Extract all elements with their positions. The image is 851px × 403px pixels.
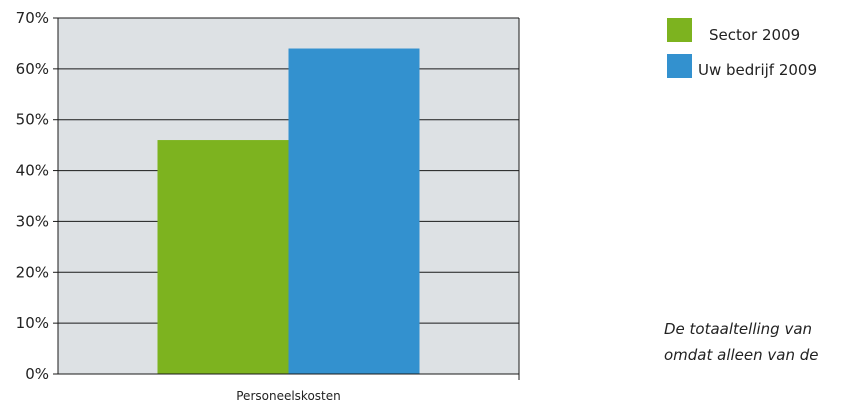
bar-sector-2009: [157, 140, 289, 374]
y-tick-label: 20%: [16, 263, 49, 281]
y-tick-label: 30%: [16, 212, 49, 230]
legend-swatch-uw-bedrijf: [667, 54, 692, 78]
y-tick-label: 60%: [16, 60, 49, 78]
legend-label-uw-bedrijf: Uw bedrijf 2009: [698, 61, 818, 79]
note-line-1: De totaaltelling van: [664, 320, 813, 338]
y-tick-label: 40%: [16, 162, 49, 180]
y-tick-label: 10%: [16, 314, 49, 332]
note-line-2: omdat alleen van de: [664, 346, 819, 364]
y-tick-label: 50%: [16, 111, 49, 129]
note-text: De totaaltelling van omdat alleen van de: [664, 316, 851, 368]
y-tick-label: 70%: [16, 9, 49, 27]
legend-swatch-sector: [667, 18, 692, 42]
legend-label-sector: Sector 2009: [709, 26, 801, 44]
y-tick-label: 0%: [25, 365, 49, 383]
bar-chart: Personeelskosten 0% 10% 20% 30% 40% 50% 60% 70%: [16, 9, 520, 403]
bar-uw-bedrijf-2009: [288, 48, 420, 375]
x-tick-label: Personeelskosten: [236, 389, 340, 403]
